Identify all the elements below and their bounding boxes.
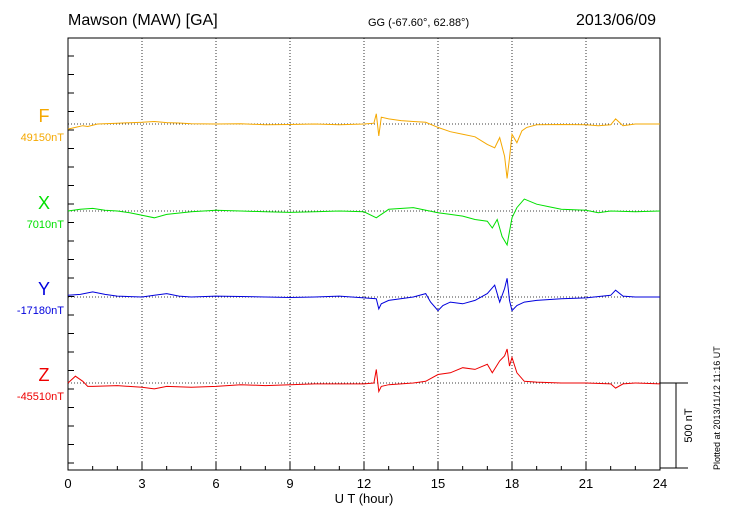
series-baseline-label-y: -17180nT [17, 305, 64, 317]
plot-date: 2013/06/09 [576, 12, 657, 29]
x-tick-label: 15 [431, 476, 445, 491]
series-baseline-label-f: 49150nT [21, 132, 65, 144]
x-tick-label: 9 [286, 476, 293, 491]
x-tick-label: 12 [357, 476, 371, 491]
series-name-z: Z [39, 365, 50, 385]
series-line-z [67, 348, 661, 394]
series-name-f: F [39, 106, 50, 126]
scale-bar-label: 500 nT [683, 408, 695, 443]
station-coordinates: GG (-67.60°, 62.88°) [368, 17, 470, 29]
x-axis-label: U T (hour) [335, 491, 394, 506]
series-name-y: Y [38, 279, 50, 299]
x-tick-label: 18 [505, 476, 519, 491]
x-tick-label: 24 [653, 476, 667, 491]
x-tick-label: 6 [212, 476, 219, 491]
x-tick-label: 0 [64, 476, 71, 491]
station-title: Mawson (MAW) [GA] [68, 12, 218, 29]
series-baseline-label-z: -45510nT [17, 391, 64, 403]
x-tick-label: 21 [579, 476, 593, 491]
series-baseline-label-x: 7010nT [27, 219, 65, 231]
series-line-x [67, 198, 661, 247]
series-line-f [67, 113, 660, 179]
x-tick-label: 3 [138, 476, 145, 491]
series-line-y [67, 278, 660, 312]
series-name-x: X [38, 193, 50, 213]
